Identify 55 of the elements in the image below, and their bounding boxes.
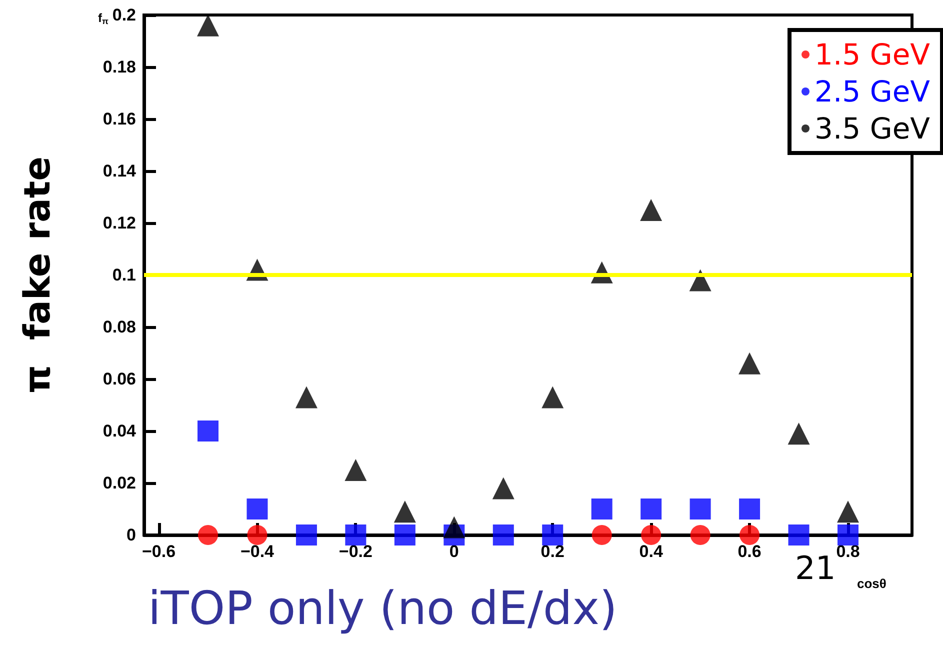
point xyxy=(345,524,366,546)
point xyxy=(838,524,858,546)
y-tick-label: 0.02 xyxy=(102,474,136,492)
x-tick-label: 0 xyxy=(449,542,459,561)
y-tick-label: 0.16 xyxy=(102,110,136,128)
x-tick-label: 0.8 xyxy=(836,542,860,561)
x-tick-label: −0.2 xyxy=(338,542,372,561)
x-tick-label: 0.6 xyxy=(738,542,762,561)
text: iTOP only (no dE/dx) xyxy=(148,581,618,635)
point xyxy=(542,386,564,408)
legend-label: 2.5 GeV xyxy=(814,74,930,108)
point xyxy=(296,524,317,546)
point xyxy=(739,498,760,520)
y-tick-label: 0.18 xyxy=(102,58,136,76)
point xyxy=(740,525,760,545)
y-tick-label: 0.06 xyxy=(102,370,136,388)
point xyxy=(788,524,810,546)
point xyxy=(198,525,218,545)
point xyxy=(394,500,416,523)
point xyxy=(591,498,612,520)
point xyxy=(247,525,268,545)
point xyxy=(344,459,367,481)
point xyxy=(788,422,810,445)
y-tick-label: 0.08 xyxy=(102,318,136,336)
point xyxy=(592,525,612,545)
point xyxy=(394,524,416,546)
point xyxy=(542,524,564,546)
x-tick-label: −0.6 xyxy=(142,542,176,561)
x-tick-label: −0.4 xyxy=(240,542,275,561)
point xyxy=(295,386,318,408)
point xyxy=(641,525,662,545)
x-axis-title: cosθ xyxy=(857,576,886,591)
point xyxy=(690,525,710,545)
text: 21 xyxy=(795,549,836,587)
x-tick-label: 0.4 xyxy=(639,542,664,561)
y-tick-label: 0 xyxy=(126,526,136,544)
point xyxy=(837,500,859,523)
y-tick-label: 0.2 xyxy=(112,6,136,24)
point xyxy=(443,516,466,538)
point xyxy=(492,524,514,546)
y-tick-label: 0.12 xyxy=(102,214,136,232)
y-tick-label: 0.1 xyxy=(112,266,136,284)
point xyxy=(246,498,268,520)
y-axis-title: π fake rate xyxy=(18,156,58,394)
point xyxy=(690,498,711,520)
point xyxy=(640,199,662,221)
point xyxy=(738,352,761,374)
y-tick-label: 0.14 xyxy=(102,162,137,180)
x-tick-label: 0.2 xyxy=(540,542,564,561)
legend-label: 1.5 GeV xyxy=(814,38,930,72)
y-tick-label: 0.04 xyxy=(102,422,137,440)
point xyxy=(492,477,514,500)
legend-label: 3.5 GeV xyxy=(814,112,930,146)
point xyxy=(198,420,218,442)
point xyxy=(640,498,662,520)
